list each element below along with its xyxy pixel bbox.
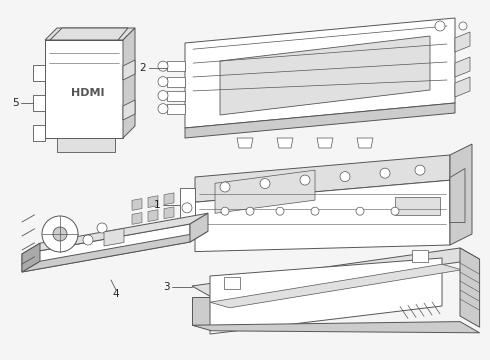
Polygon shape (210, 258, 442, 334)
Circle shape (340, 172, 350, 181)
Polygon shape (195, 180, 450, 252)
Polygon shape (123, 100, 135, 120)
Circle shape (221, 207, 229, 215)
Polygon shape (167, 61, 185, 71)
Polygon shape (164, 193, 174, 204)
Circle shape (435, 21, 445, 31)
Circle shape (158, 104, 168, 114)
Polygon shape (455, 32, 470, 52)
Circle shape (356, 207, 364, 215)
Polygon shape (455, 57, 470, 77)
Polygon shape (33, 95, 45, 111)
Circle shape (53, 227, 67, 241)
Circle shape (311, 207, 319, 215)
Polygon shape (412, 250, 428, 262)
Polygon shape (33, 125, 45, 141)
Circle shape (83, 235, 93, 245)
Polygon shape (224, 277, 240, 289)
Polygon shape (22, 224, 190, 272)
Polygon shape (123, 60, 135, 80)
Polygon shape (45, 40, 123, 138)
Circle shape (97, 223, 107, 233)
Polygon shape (164, 207, 174, 219)
Polygon shape (190, 213, 208, 242)
Text: 4: 4 (113, 289, 119, 299)
Circle shape (380, 168, 390, 178)
Polygon shape (395, 197, 440, 215)
Circle shape (300, 175, 310, 185)
Polygon shape (237, 138, 253, 148)
Circle shape (158, 61, 168, 71)
Polygon shape (22, 213, 208, 254)
Circle shape (158, 91, 168, 100)
Polygon shape (33, 65, 45, 81)
Polygon shape (123, 28, 135, 138)
Circle shape (260, 179, 270, 189)
Polygon shape (192, 248, 480, 297)
Polygon shape (167, 104, 185, 114)
Polygon shape (450, 168, 465, 222)
Polygon shape (22, 243, 40, 272)
Polygon shape (185, 18, 455, 128)
Circle shape (459, 22, 467, 30)
Polygon shape (215, 170, 315, 213)
Polygon shape (317, 138, 333, 148)
Polygon shape (45, 28, 135, 40)
Polygon shape (455, 77, 470, 97)
Circle shape (158, 77, 168, 87)
Polygon shape (132, 199, 142, 210)
Circle shape (182, 203, 192, 213)
Polygon shape (132, 212, 142, 224)
Polygon shape (460, 248, 480, 327)
Polygon shape (104, 229, 124, 246)
Polygon shape (450, 144, 472, 245)
Polygon shape (148, 196, 158, 207)
Polygon shape (57, 138, 115, 152)
Polygon shape (220, 36, 430, 115)
Polygon shape (277, 138, 293, 148)
Circle shape (42, 216, 78, 252)
Polygon shape (167, 91, 185, 100)
Circle shape (415, 165, 425, 175)
Text: HDMI: HDMI (71, 88, 105, 98)
Polygon shape (210, 264, 462, 308)
Polygon shape (357, 138, 373, 148)
Text: 2: 2 (140, 63, 147, 73)
Text: 5: 5 (12, 98, 18, 108)
Polygon shape (195, 155, 450, 202)
Polygon shape (192, 321, 480, 333)
Polygon shape (50, 28, 128, 40)
Polygon shape (185, 103, 455, 138)
Circle shape (246, 207, 254, 215)
Polygon shape (148, 210, 158, 221)
Circle shape (220, 182, 230, 192)
Polygon shape (22, 231, 208, 272)
Polygon shape (180, 188, 195, 228)
Text: 1: 1 (154, 199, 160, 210)
Polygon shape (167, 77, 185, 87)
Circle shape (391, 207, 399, 215)
Polygon shape (192, 297, 212, 325)
Circle shape (276, 207, 284, 215)
Text: 3: 3 (163, 282, 170, 292)
